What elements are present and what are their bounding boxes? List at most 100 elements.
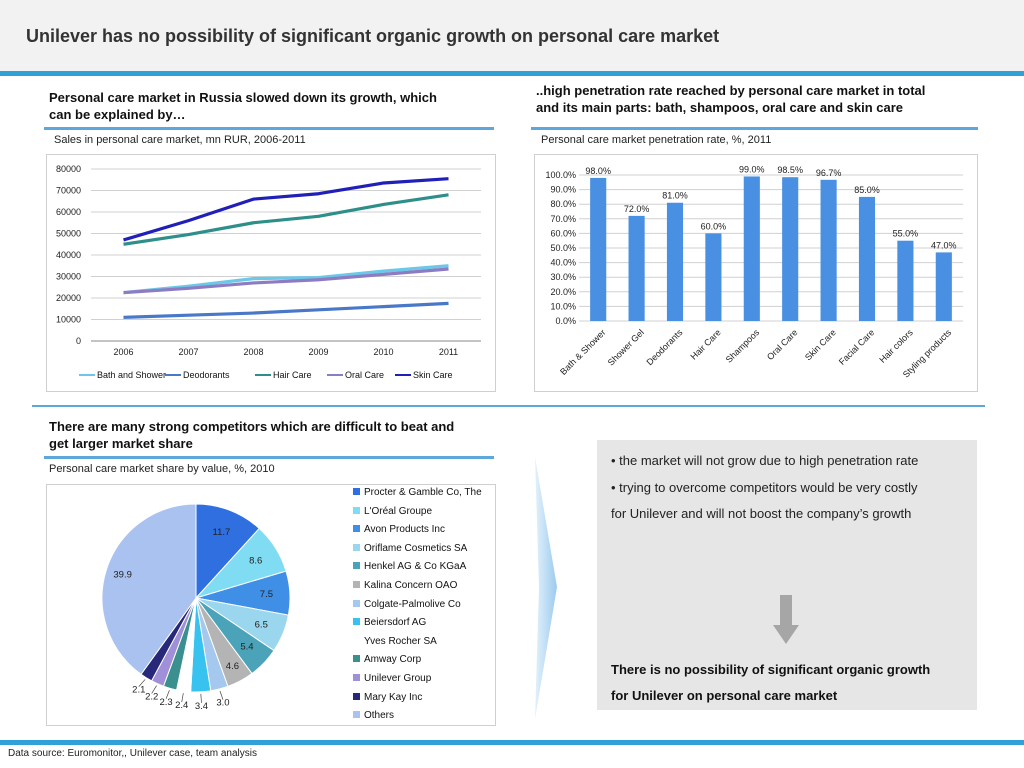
pie-leader-line — [138, 679, 146, 687]
bar — [590, 177, 607, 321]
pie-legend-label: Others — [364, 710, 395, 722]
bar — [705, 233, 722, 321]
left-bottom-underline — [44, 456, 494, 459]
pie-legend-item: Unilever Group — [353, 673, 431, 684]
bar-category-label: Facial Care — [837, 327, 877, 367]
pie-legend-label: Procter & Gamble Co, The — [364, 487, 482, 498]
bar — [628, 215, 645, 321]
header-rule — [0, 71, 1024, 76]
line-x-tick-label: 2009 — [308, 347, 328, 357]
header-bar — [0, 0, 1024, 72]
bar-data-label: 98.5% — [777, 165, 803, 175]
pie-legend-label: Oriflame Cosmetics SA — [364, 542, 468, 554]
conclusion-panel: • the market will not grow due to high p… — [597, 440, 977, 710]
pie-legend-swatch — [353, 692, 360, 700]
bar-category-label: Shower Gel — [606, 327, 646, 367]
pie-chart: 11.7 8.6 7.5 6.55.44.6 3.0 3.4 2.42.32.22.1 39.… — [101, 503, 291, 712]
pie-legend-swatch — [353, 711, 360, 719]
line-y-tick-label: 20000 — [56, 293, 81, 303]
pie-legend-item: L'Oréal Groupe — [353, 506, 432, 517]
bullet-competitors-line1: • trying to overcome competitors would b… — [611, 480, 918, 495]
bar-data-label: 60.0% — [701, 221, 727, 231]
bar-y-tick-label: 30.0% — [550, 272, 576, 282]
line-series-hair-care — [123, 193, 449, 246]
line-legend-label: Hair Care — [273, 370, 312, 380]
pie-legend-label: Kalina Concern OAO — [364, 580, 458, 591]
pie-data-label: 3.4 — [195, 701, 208, 712]
line-y-tick-label: 30000 — [56, 272, 81, 282]
bar-data-label: 96.7% — [816, 168, 842, 178]
pie-legend-swatch — [353, 599, 360, 607]
pie-data-label: 2.1 — [132, 685, 145, 696]
line-y-tick-label: 10000 — [56, 315, 81, 325]
pie-legend-swatch — [353, 488, 360, 495]
left-bottom-heading-line1: There are many strong competitors which … — [49, 419, 455, 434]
line-legend-label: Oral Care — [345, 370, 384, 380]
pie-legend-item: Oriflame Cosmetics SA — [353, 543, 467, 554]
bar-category-label: Bath & Shower — [558, 327, 608, 377]
bar — [858, 196, 876, 321]
pie-legend-item: Kalina Concern OAO — [353, 580, 457, 591]
pie-legend-label: Amway Corp — [364, 654, 422, 666]
pie-legend-item: Others — [353, 710, 394, 721]
arrow-down-icon — [773, 595, 799, 644]
bar-data-label: 72.0% — [624, 204, 650, 214]
conclusion-line1: There is no possibility of significant o… — [611, 662, 931, 677]
line-x-tick-label: 2010 — [373, 347, 393, 357]
pie-legend-swatch — [353, 562, 360, 570]
pie-leader-line — [165, 690, 170, 699]
left-bottom-heading: There are many strong competitors which … — [49, 418, 454, 452]
pie-data-label: 2.2 — [145, 691, 158, 702]
bar-chart-subtitle: Personal care market penetration rate, %… — [541, 134, 772, 146]
pie-legend-swatch — [353, 618, 360, 626]
pie-legend-item: Amway Corp — [353, 654, 421, 665]
pie-legend-swatch — [353, 543, 360, 551]
pie-legend-label: Yves Rocher SA — [364, 635, 437, 647]
bar-data-label: 47.0% — [931, 240, 957, 250]
bar-data-label: 98.0% — [585, 166, 611, 176]
left-top-heading: Personal care market in Russia slowed do… — [49, 89, 437, 123]
pie-data-label: 2.3 — [159, 697, 172, 708]
bar-y-tick-label: 50.0% — [550, 243, 576, 253]
conclusion-line2: for Unilever on personal care market — [611, 688, 838, 703]
bar-chart: 0.0% 10.0% 20.0% 30.0% 40.0% 50.0% 60.0% 70.0% 8… — [545, 164, 963, 380]
line-x-tick-label: 2011 — [439, 347, 458, 357]
pie-slice — [101, 503, 197, 675]
line-legend-label: Bath and Shower — [97, 370, 166, 380]
footer-rule — [0, 740, 1024, 745]
bar-y-tick-label: 100.0% — [545, 170, 576, 180]
line-legend-label: Deodorants — [183, 370, 230, 380]
line-chart: 0 10000 20000 30000 40000 50000 60000 70000 8000… — [56, 164, 481, 380]
bar-y-tick-label: 20.0% — [550, 287, 576, 297]
pie-leader-line — [151, 685, 157, 694]
bar-category-label: Skin Care — [803, 327, 838, 362]
pie-legend-item: Mary Kay Inc — [353, 692, 422, 703]
left-top-underline — [44, 127, 494, 130]
left-top-heading-line2: can be explained by… — [49, 107, 186, 122]
pie-legend-item: Beiersdorf AG — [353, 617, 426, 628]
pie-data-label: 8.6 — [249, 555, 262, 566]
pie-legend-swatch — [353, 636, 360, 644]
bar-category-label: Shampoos — [724, 327, 762, 365]
data-source: Data source: Euromonitor,, Unilever case… — [8, 748, 257, 759]
bar-y-tick-label: 40.0% — [550, 258, 576, 268]
bar-category-label: Oral Care — [765, 327, 800, 362]
pie-data-label: 11.7 — [213, 527, 231, 538]
bullet-competitors-line2: for Unilever and will not boost the comp… — [611, 506, 912, 521]
line-y-tick-label: 80000 — [56, 164, 81, 174]
bar-y-tick-label: 0.0% — [555, 316, 576, 326]
bar — [666, 202, 684, 321]
pie-legend-swatch — [353, 674, 360, 681]
line-x-tick-label: 2007 — [178, 347, 198, 357]
right-top-heading-line1: ..high penetration rate reached by perso… — [536, 83, 926, 98]
bullet-market-growth: • the market will not grow due to high p… — [611, 453, 919, 468]
pie-data-label: 5.4 — [240, 642, 253, 653]
pie-legend-label: Colgate-Palmolive Co — [364, 598, 461, 610]
line-y-tick-label: 60000 — [56, 207, 81, 217]
line-chart-frame: 0 10000 20000 30000 40000 50000 60000 70000 8000… — [46, 154, 496, 392]
right-top-heading: ..high penetration rate reached by perso… — [536, 82, 925, 116]
bar — [820, 179, 837, 321]
pie-legend-label: Unilever Group — [364, 673, 432, 684]
bar — [897, 240, 914, 321]
left-top-heading-line1: Personal care market in Russia slowed do… — [49, 90, 437, 105]
